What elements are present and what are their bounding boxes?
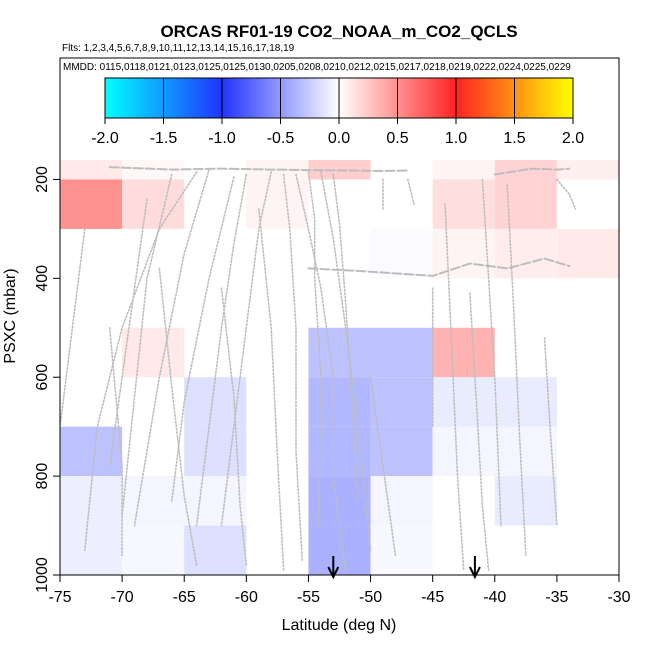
- x-axis: -75 -70 -65 -60 -55 -50 -45 -40 -35 -30: [48, 574, 631, 606]
- colorbar-tick-label: 0.5: [386, 130, 408, 147]
- flight-track: [282, 173, 304, 562]
- heatmap-cell: [370, 327, 433, 378]
- heatmap-cell: [246, 179, 309, 229]
- flight-track: [108, 198, 148, 468]
- y-tick-label: 1000: [34, 557, 51, 593]
- flight-track: [60, 228, 86, 428]
- flight-track: [171, 176, 235, 502]
- flight-track: [506, 183, 527, 557]
- colorbar-tick-label: 1.0: [445, 130, 467, 147]
- flight-track: [320, 171, 372, 552]
- heatmap-cell: [60, 160, 123, 180]
- x-tick-label: -65: [173, 589, 196, 606]
- heatmap-cell: [184, 476, 247, 526]
- flight-track: [307, 257, 571, 277]
- heatmap-cell: [60, 525, 123, 575]
- flight-track: [493, 167, 571, 176]
- heatmap-cells: [60, 160, 619, 575]
- flight-track: [220, 287, 248, 566]
- x-tick-label: -70: [111, 589, 134, 606]
- flights-note: Flts: 1,2,3,4,5,6,7,8,9,10,11,12,13,14,1…: [62, 43, 295, 54]
- x-tick-label: -40: [483, 589, 506, 606]
- x-tick-label: -50: [359, 589, 382, 606]
- flight-track: [543, 336, 558, 527]
- heatmap-cell: [432, 426, 495, 477]
- colorbar-tick-label: -1.5: [150, 130, 178, 147]
- heatmap-cell: [60, 426, 123, 477]
- heatmap-cell: [370, 228, 433, 279]
- heatmap-cell: [370, 476, 433, 526]
- heatmap-cell: [308, 525, 371, 575]
- flight-track: [481, 178, 502, 527]
- x-axis-label: Latitude (deg N): [282, 617, 397, 634]
- chart-title: ORCAS RF01-19 CO2_NOAA_m_CO2_QCLS: [160, 22, 517, 41]
- flight-track: [257, 208, 285, 571]
- colorbar-tick-label: 2.0: [562, 130, 584, 147]
- heatmap-cell: [122, 179, 185, 229]
- colorbar-tick-label: -2.0: [91, 130, 119, 147]
- y-tick-label: 400: [34, 265, 51, 292]
- flight-track: [469, 292, 490, 571]
- flight-track: [158, 267, 198, 566]
- flight-track: [307, 171, 322, 527]
- marker-arrow-head: [469, 566, 481, 580]
- x-tick-label: -30: [607, 589, 630, 606]
- heatmap-cell: [370, 426, 433, 477]
- flight-track: [195, 173, 248, 527]
- flight-track: [444, 203, 465, 571]
- heatmap-cell: [494, 228, 557, 279]
- flight-track: [556, 178, 577, 210]
- flight-track: [220, 171, 273, 527]
- flight-track: [121, 173, 173, 517]
- heatmap-cell: [122, 476, 185, 526]
- y-tick-label: 800: [34, 463, 51, 490]
- heatmap-cell: [432, 160, 495, 180]
- heatmap-cell: [556, 160, 619, 180]
- heatmap-cell: [494, 476, 557, 526]
- y-tick-label: 200: [34, 166, 51, 193]
- flight-track: [84, 171, 198, 552]
- heatmap-cell: [432, 327, 495, 378]
- y-axis-label: PSXC (mbar): [2, 268, 19, 363]
- heatmap-cell: [494, 179, 557, 229]
- heatmap-cell: [184, 377, 247, 427]
- flight-track: [108, 166, 409, 173]
- colorbar-tick-label: -0.5: [267, 130, 295, 147]
- flight-track: [295, 173, 347, 575]
- flight-track: [369, 376, 397, 557]
- colorbar-tick-label: 0.0: [328, 130, 350, 147]
- heatmap-cell: [308, 327, 371, 378]
- marker-arrows: [327, 556, 481, 580]
- colorbar-tick-label: 1.5: [503, 130, 525, 147]
- heatmap-cell: [122, 327, 185, 378]
- heatmap-cell: [308, 426, 371, 477]
- y-tick-label: 600: [34, 364, 51, 391]
- colorbar-tick-label: -1.0: [208, 130, 236, 147]
- y-axis: 200 400 600 800 1000: [34, 166, 61, 593]
- x-tick-label: -75: [48, 589, 71, 606]
- heatmap-cell: [370, 377, 433, 427]
- x-tick-label: -35: [545, 589, 568, 606]
- colorbar: -2.0 -1.5 -1.0 -0.5 0.0 0.5 1.0 1.5 2.0: [91, 77, 584, 147]
- heatmap-cell: [494, 426, 557, 477]
- dates-note: MMDD: 0115,0118,0121,0123,0125,0125,0130…: [63, 62, 571, 73]
- flight-track: [133, 168, 210, 527]
- marker-arrow-head: [327, 566, 340, 580]
- heatmap-cell: [432, 228, 495, 279]
- x-tick-label: -55: [297, 589, 320, 606]
- heatmap-cell: [308, 377, 371, 427]
- flight-track: [406, 178, 415, 205]
- heatmap-cell: [556, 228, 619, 279]
- flight-track: [108, 326, 123, 557]
- x-tick-label: -45: [421, 589, 444, 606]
- heatmap-cell: [122, 525, 185, 575]
- heatmap-cell: [432, 377, 495, 427]
- heatmap-cell: [370, 525, 433, 575]
- flight-track: [332, 173, 359, 502]
- heatmap-cell: [60, 179, 123, 229]
- heatmap-cell: [494, 377, 557, 427]
- x-tick-label: -60: [235, 589, 258, 606]
- flight-tracks: [60, 166, 577, 575]
